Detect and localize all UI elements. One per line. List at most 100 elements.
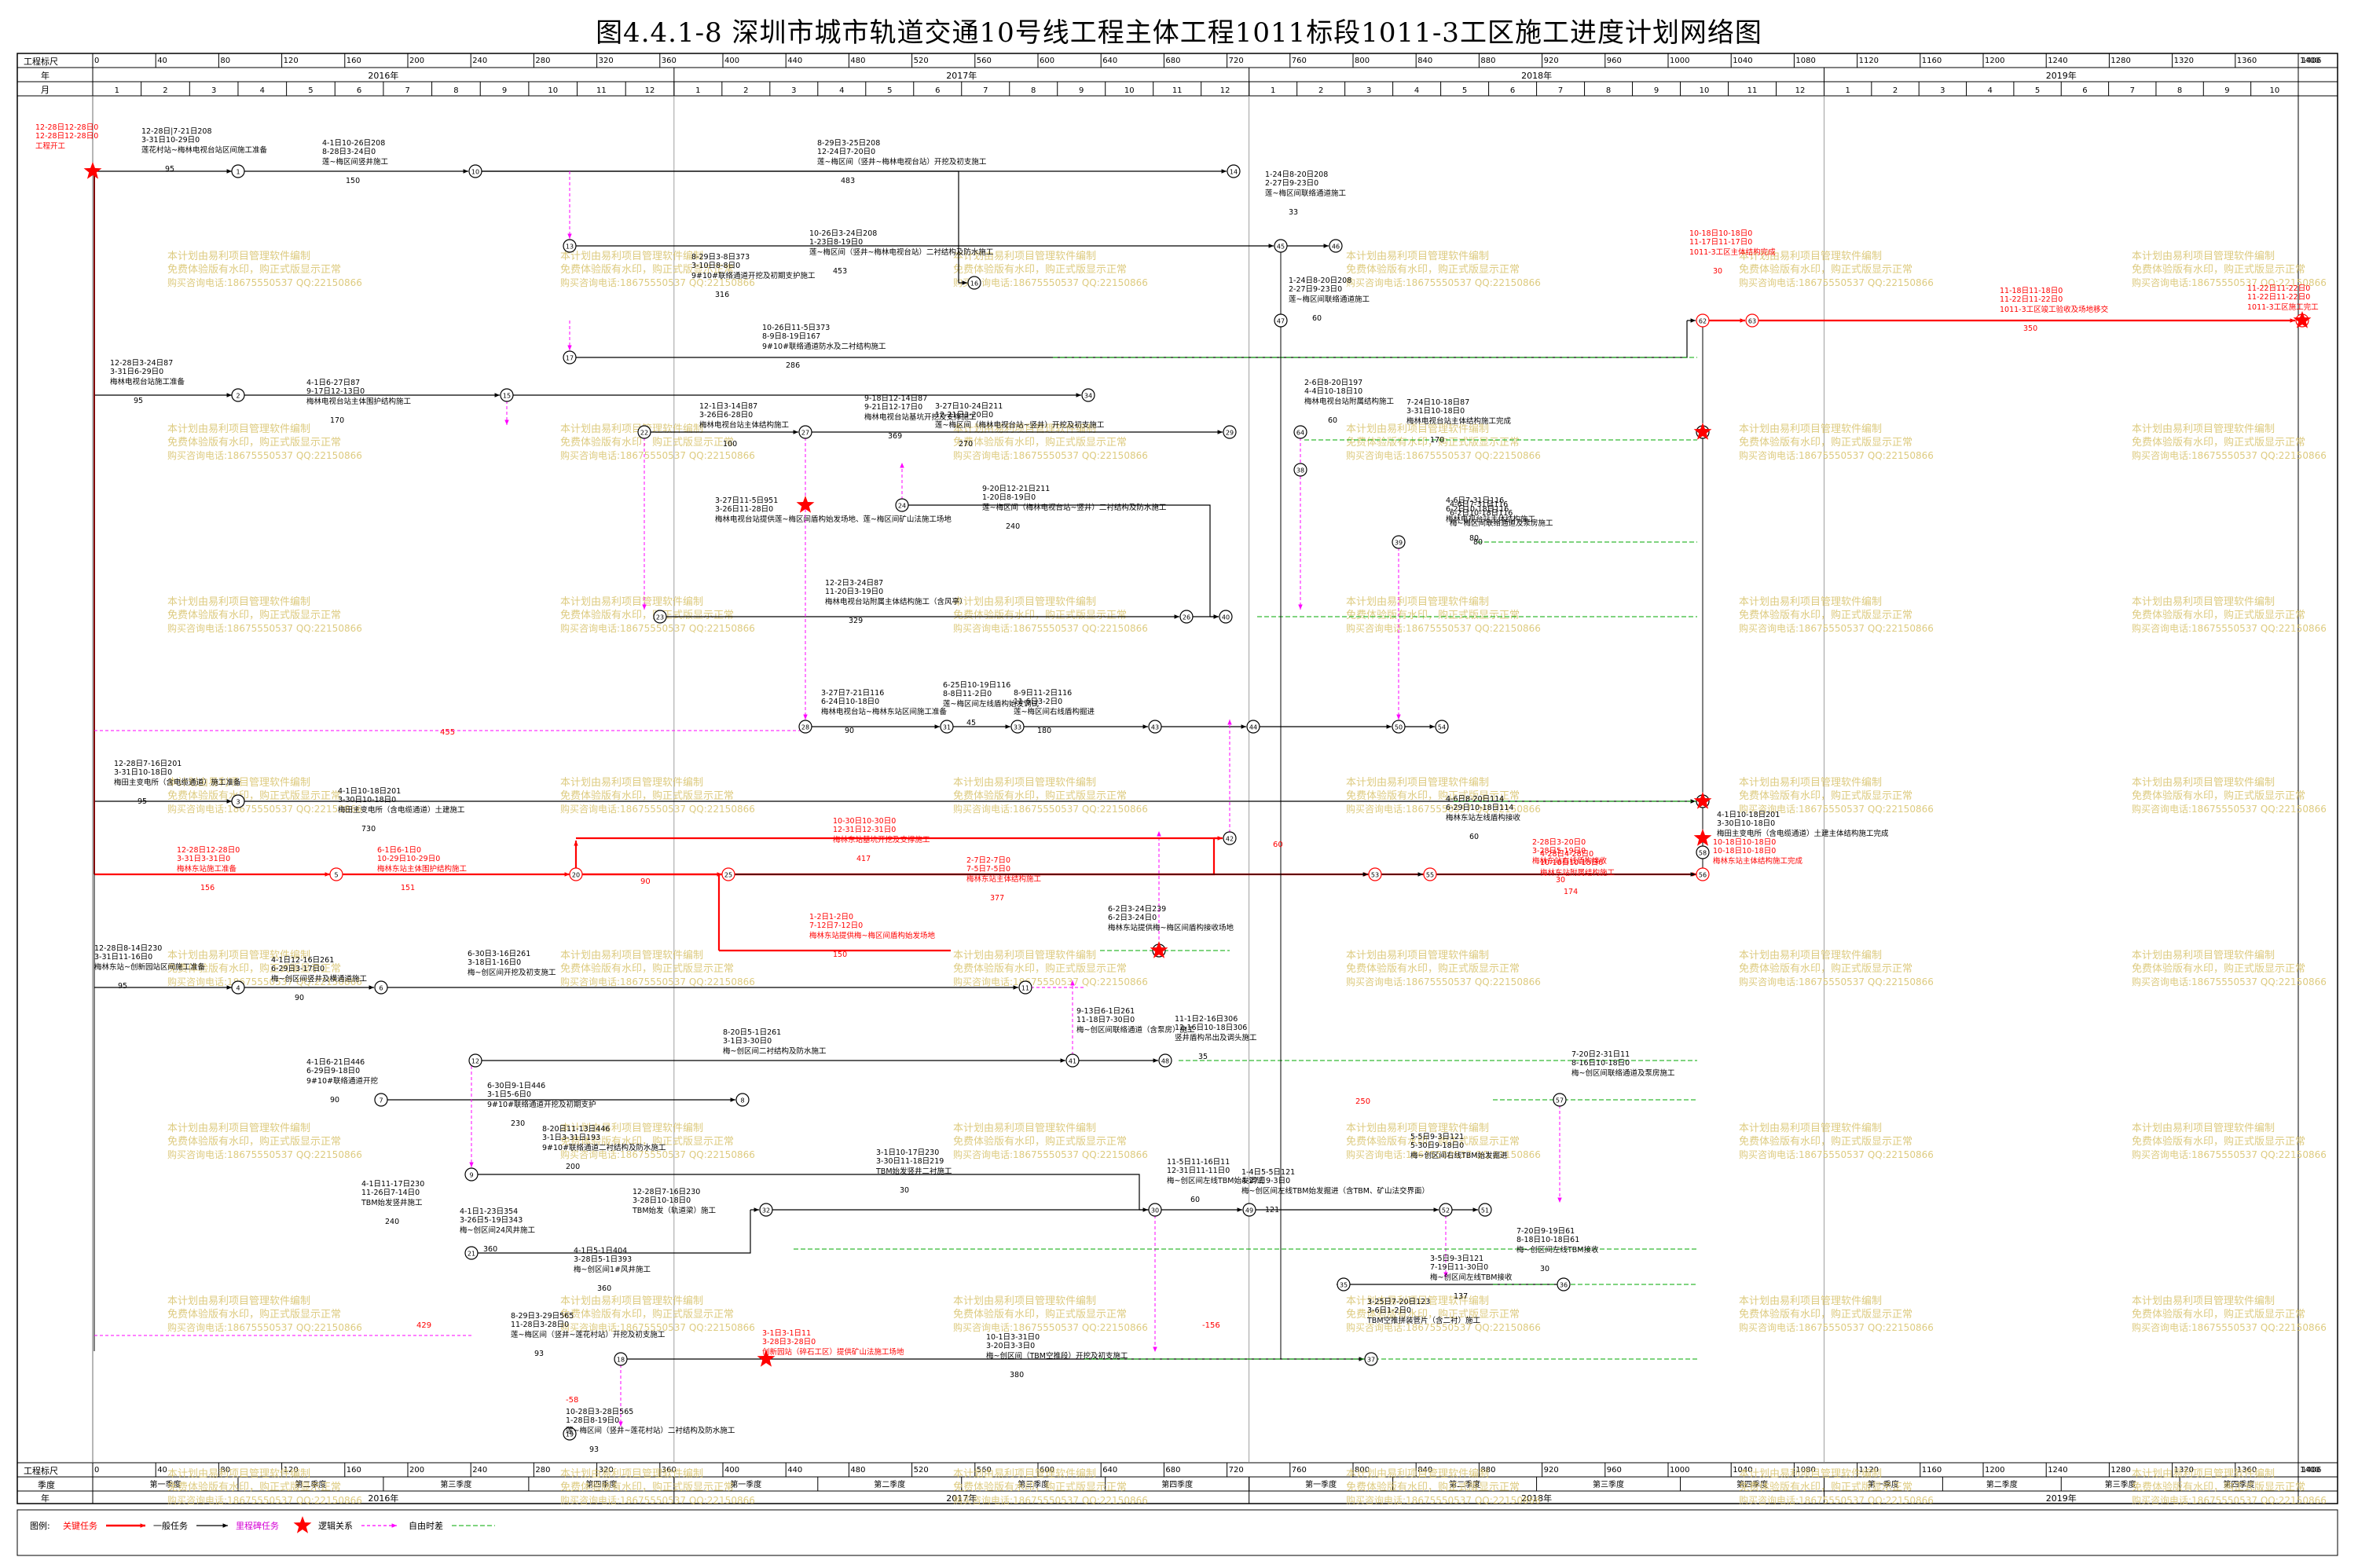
tick-label: 520 [914, 57, 929, 65]
task-name: 梅~创区间1#风井施工 [574, 1265, 651, 1274]
watermark-line: 免费体验版有水印，购正式版显示正常 [2132, 789, 2305, 802]
watermark-line: 购买咨询电话:18675550537 QQ:22150866 [167, 1149, 362, 1160]
task-name: 梅林电视台站主体结构施工完成 [1406, 416, 1512, 426]
watermark-line: 本计划由易利项目管理软件编制 [167, 1123, 310, 1134]
tick-label: 1000 [1670, 1466, 1689, 1475]
month-label: 11 [1747, 86, 1758, 95]
tick-label: 1160 [1922, 1466, 1942, 1475]
arrow-head [1227, 720, 1232, 725]
node-circle [1223, 425, 1237, 439]
task-dates: 11-6日3-2日0 [1014, 698, 1062, 706]
task-dates: 3-26日6-28日0 [699, 411, 753, 419]
task-dates: 3-28日3-28日0 [762, 1338, 816, 1346]
float-value: -156 [1202, 1321, 1220, 1330]
watermark-line: 免费体验版有水印，购正式版显示正常 [1346, 609, 1520, 621]
task-duration: 377 [990, 894, 1004, 903]
tick-label: 40 [157, 57, 167, 65]
task-label: 3-27日7-21日1166-24日10-18日0梅林电视台站~梅林东站区间施工… [821, 689, 947, 735]
watermark-line: 免费体验版有水印，购正式版显示正常 [1346, 263, 1520, 276]
watermark-line: 本计划由易利项目管理软件编制 [167, 251, 310, 262]
node-label: 24 [898, 503, 906, 510]
quarter-label: 第一季度 [730, 1479, 761, 1489]
task-duration: 350 [2023, 324, 2037, 333]
watermark-line: 本计划由易利项目管理软件编制 [560, 777, 703, 789]
watermark-line: 免费体验版有水印，购正式版显示正常 [2132, 1308, 2305, 1321]
task-dates: 8-20日11-13日446 [542, 1125, 610, 1134]
arrow-head [803, 714, 808, 720]
node-label: 49 [1245, 1207, 1253, 1214]
month-label: 5 [887, 86, 892, 95]
task-dates: 2-6日8-20日197 [1304, 379, 1362, 387]
task-dates: 12-2日3-24日87 [825, 579, 883, 588]
watermark: 本计划由易利项目管理软件编制免费体验版有水印，购正式版显示正常购买咨询电话:18… [167, 423, 362, 461]
node-circle [1293, 425, 1307, 439]
node: 38 [1293, 463, 1307, 477]
node: 51 [1478, 1203, 1492, 1217]
watermark-line: 本计划由易利项目管理软件编制 [1346, 596, 1489, 608]
node-circle [1364, 1352, 1378, 1366]
task-dates: 12-1日3-14日87 [699, 402, 757, 411]
watermark-line: 免费体验版有水印，购正式版显示正常 [167, 962, 341, 975]
task-dates: 3-27日7-21日116 [821, 689, 884, 698]
node: 30 [1148, 1203, 1162, 1217]
watermark-line: 免费体验版有水印，购正式版显示正常 [2132, 1481, 2305, 1493]
node: 36 [1557, 1277, 1571, 1291]
watermark-line: 免费体验版有水印，购正式版显示正常 [953, 789, 1127, 802]
node-label: 8 [740, 1097, 744, 1105]
task-dates: 1-24日8-20日208 [1289, 277, 1351, 285]
node-circle [1745, 313, 1759, 328]
watermark-line: 本计划由易利项目管理软件编制 [560, 251, 703, 262]
watermark-line: 免费体验版有水印，购正式版显示正常 [1739, 789, 1912, 802]
watermark-line: 免费体验版有水印，购正式版显示正常 [1739, 436, 1912, 449]
task-dates: 6-30日9-1日446 [487, 1082, 545, 1090]
month-label: 4 [260, 86, 265, 95]
month-label: 8 [2177, 86, 2182, 95]
node: 39 [1392, 535, 1406, 549]
task-duration: 30 [1713, 267, 1722, 276]
node-label: 26 [1183, 614, 1190, 621]
task-duration: 180 [1037, 727, 1051, 735]
arrow-head [1396, 714, 1401, 720]
task-dates: 3-27日11-5日951 [715, 496, 778, 505]
month-label: 12 [1220, 86, 1230, 95]
watermark: 本计划由易利项目管理软件编制免费体验版有水印，购正式版显示正常购买咨询电话:18… [1346, 1295, 1541, 1333]
task-name: 莲~梅区间（竖井~梅林电视台站）二衬结构及防水施工 [809, 247, 994, 257]
node-circle [563, 350, 577, 365]
task-label: 12-28日|7-21日2083-31日10-29日0莲花村站~梅林电视台站区间… [141, 127, 267, 174]
task-name: 创新园站（碎石工区）提供矿山法施工场地 [762, 1347, 904, 1357]
tick-label: 800 [1355, 1466, 1370, 1475]
task-name: 梅~梅区间联络通道及泵房施工 [1450, 518, 1553, 528]
task-dates: 9-17日12-13日0 [306, 387, 365, 396]
month-label: 12 [1795, 86, 1806, 95]
task-name: 1011-3工区主体结构完成 [1689, 247, 1776, 257]
task-name: 梅~创区间联络通道（含泵房）施工 [1076, 1025, 1195, 1035]
task-dates: 8-29日3-25日208 [817, 139, 880, 148]
node: 17 [563, 350, 577, 365]
watermark-line: 免费体验版有水印，购正式版显示正常 [1739, 263, 1912, 276]
watermark: 本计划由易利项目管理软件编制免费体验版有水印，购正式版显示正常购买咨询电话:18… [953, 1123, 1148, 1160]
task-name: 9#10#联络通道防水及二衬结构施工 [762, 342, 886, 351]
node-circle [895, 498, 909, 512]
node: 34 [1081, 388, 1095, 402]
node-label: 52 [1442, 1207, 1450, 1214]
node: 18 [614, 1352, 628, 1366]
task-duration: 483 [841, 177, 855, 185]
task-name: 莲~梅区间右线盾构掘进 [1014, 707, 1095, 716]
node: 14 [1227, 164, 1241, 178]
task-duration: 170 [1430, 436, 1444, 445]
task-dates: 6-2日10-18日116 [1446, 505, 1509, 514]
watermark: 本计划由易利项目管理软件编制免费体验版有水印，购正式版显示正常购买咨询电话:18… [1739, 596, 1934, 634]
task-duration: 137 [1454, 1292, 1468, 1301]
task-duration: 90 [295, 994, 304, 1002]
task-dates: 3-26日11-28日0 [715, 505, 773, 514]
node: 31 [940, 720, 954, 734]
watermark: 本计划由易利项目管理软件编制免费体验版有水印，购正式版显示正常购买咨询电话:18… [560, 950, 755, 987]
node-label: 53 [1371, 872, 1379, 879]
task-name: 梅~创区间开挖及初支施工 [468, 968, 556, 977]
node-circle [1557, 1277, 1571, 1291]
